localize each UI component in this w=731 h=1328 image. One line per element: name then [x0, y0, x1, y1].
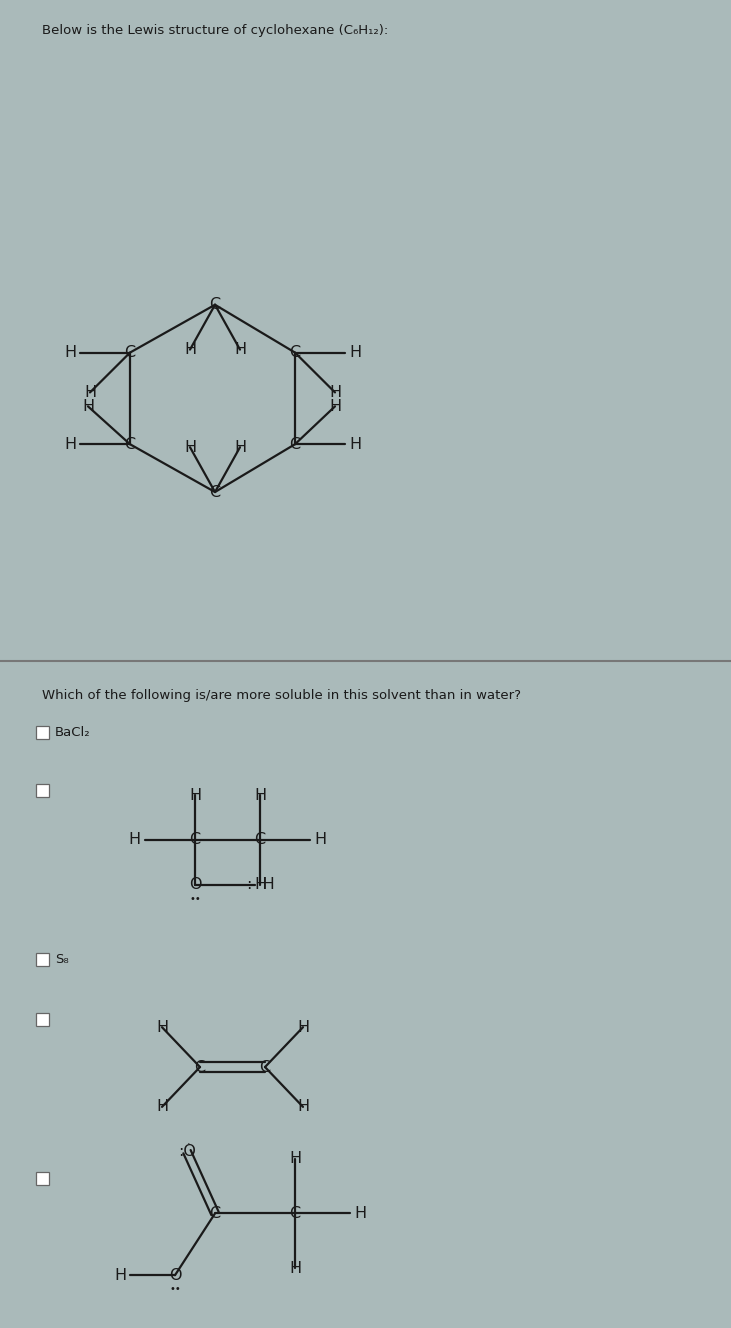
Text: C: C [210, 1206, 221, 1220]
Text: H: H [234, 440, 246, 454]
Text: C: C [210, 485, 221, 499]
Text: ·: · [187, 1138, 191, 1149]
Text: H: H [184, 343, 196, 357]
Text: H: H [329, 398, 341, 414]
Text: H: H [314, 833, 326, 847]
Text: H: H [354, 1206, 366, 1220]
Text: ••: •• [189, 894, 201, 904]
Text: H: H [84, 385, 96, 400]
Bar [36, 954, 48, 965]
Text: O: O [189, 878, 201, 892]
Text: C: C [189, 833, 200, 847]
Text: C: C [254, 833, 265, 847]
Text: Which of the following is/are more soluble in this solvent than in water?: Which of the following is/are more solub… [42, 688, 521, 701]
Text: C: C [194, 1060, 205, 1074]
Text: ••: •• [169, 1284, 181, 1295]
Text: H: H [184, 440, 196, 454]
Text: H: H [289, 1260, 301, 1276]
Text: H: H [156, 1100, 168, 1114]
Text: H: H [64, 437, 76, 452]
Text: C: C [289, 437, 300, 452]
Text: Below is the Lewis structure of cyclohexane (C₆H₁₂):: Below is the Lewis structure of cyclohex… [42, 24, 388, 37]
Text: H: H [349, 437, 361, 452]
Text: C: C [289, 345, 300, 360]
Text: H: H [254, 788, 266, 802]
Bar [36, 726, 48, 738]
Text: H: H [114, 1268, 126, 1283]
Text: H: H [289, 1151, 301, 1166]
Text: C: C [289, 1206, 300, 1220]
Text: H: H [82, 398, 94, 414]
Bar [36, 784, 48, 797]
Text: H: H [297, 1020, 309, 1035]
Text: O: O [169, 1268, 181, 1283]
Text: C: C [124, 345, 135, 360]
Text: BaCl₂: BaCl₂ [55, 726, 91, 738]
Text: H: H [329, 385, 341, 400]
Text: H: H [349, 345, 361, 360]
Text: S₈: S₈ [55, 954, 69, 965]
Bar [36, 1013, 48, 1025]
Text: H: H [254, 878, 266, 892]
Text: H: H [156, 1020, 168, 1035]
Text: H: H [64, 345, 76, 360]
Text: H: H [234, 343, 246, 357]
Text: :  H: : H [247, 878, 275, 892]
Text: H: H [297, 1100, 309, 1114]
Text: C: C [210, 297, 221, 312]
Text: C: C [260, 1060, 270, 1074]
Text: H: H [129, 833, 141, 847]
Text: H: H [189, 788, 201, 802]
Text: C: C [124, 437, 135, 452]
Bar [36, 1173, 48, 1185]
Text: :O: :O [178, 1145, 196, 1159]
